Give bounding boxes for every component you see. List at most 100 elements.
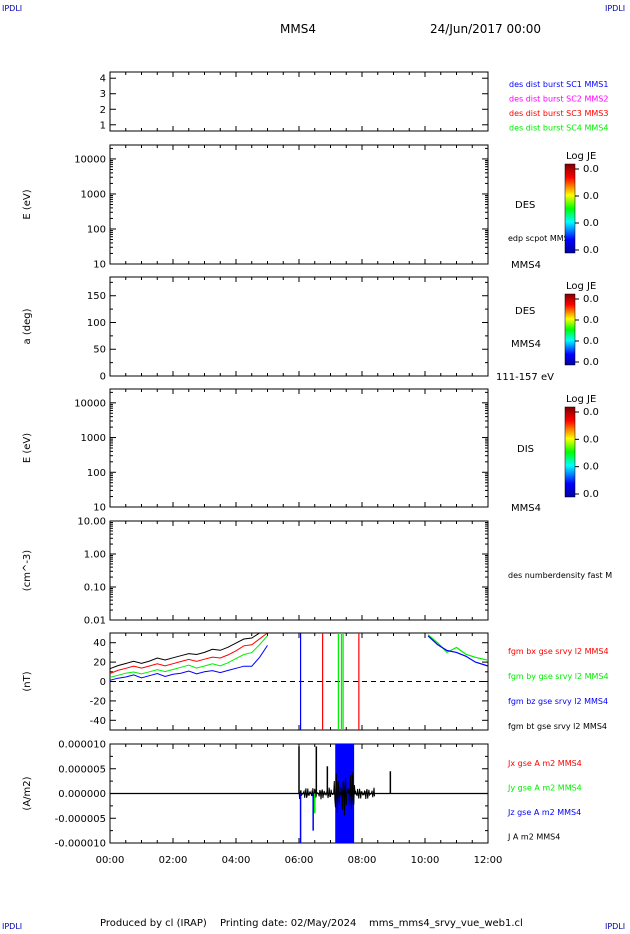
x-tick-label: 08:00 <box>348 855 377 866</box>
legend-entry: fgm bt gse srvy l2 MMS4 <box>508 722 607 731</box>
y-tick-label: -20 <box>90 696 106 707</box>
panel-frame-1 <box>109 71 489 132</box>
y-tick-label: 10000 <box>74 398 106 409</box>
y-tick-label: 3 <box>100 89 106 100</box>
series-line-bz <box>109 645 268 681</box>
colorbar-4 <box>564 406 576 498</box>
footer-produced: Produced by cl (IRAP) <box>100 918 207 929</box>
y-axis-label: E (eV) <box>22 433 33 463</box>
panel-frame-4 <box>109 388 489 508</box>
series-line-bx <box>109 632 268 674</box>
colorbar-2 <box>564 163 576 254</box>
y-tick-label: 150 <box>87 291 106 302</box>
panel-label-spacecraft: MMS4 <box>511 339 541 350</box>
y-axis-label: E (eV) <box>22 189 33 219</box>
colorbar-tick-label: 0.0 <box>583 164 599 175</box>
colorbar-tick-label: 0.0 <box>583 191 599 202</box>
y-axis-label: (nT) <box>22 671 33 691</box>
panel-frame-3 <box>109 276 489 377</box>
panel-frame-2 <box>109 144 489 265</box>
y-tick-label: 100 <box>87 224 106 235</box>
colorbar-tick-label: 0.0 <box>583 245 599 256</box>
x-tick-label: 10:00 <box>411 855 440 866</box>
legend-entry: Jx gse A m2 MMS4 <box>507 759 582 768</box>
colorbar-tick-label: 0.0 <box>583 489 599 500</box>
y-tick-label: 4 <box>100 74 106 85</box>
colorbar-tick-label: 0.0 <box>583 315 599 326</box>
panel-label-instrument: DES <box>515 306 535 317</box>
colorbar-title: Log JE <box>566 281 596 292</box>
colorbar-3 <box>564 293 576 366</box>
x-tick-label: 00:00 <box>96 855 125 866</box>
y-tick-label: 10000 <box>74 154 106 165</box>
corner-label-tl: IPDLI <box>2 4 23 13</box>
y-tick-label: 2 <box>100 105 106 116</box>
y-tick-label: -0.000010 <box>55 839 106 850</box>
legend-entry: des dist burst SC3 MMS3 <box>509 109 608 118</box>
y-tick-label: 10 <box>93 260 106 271</box>
panel-label-energy-range: 111-157 eV <box>496 372 554 383</box>
x-tick-label: 02:00 <box>159 855 188 866</box>
y-tick-label: 0.000005 <box>58 764 106 775</box>
plot-date: 24/Jun/2017 00:00 <box>430 22 542 36</box>
series-line-bt <box>109 632 268 670</box>
legend-entry: Jz gse A m2 MMS4 <box>507 808 581 817</box>
panel-frame-5 <box>109 520 489 621</box>
colorbar-title: Log JE <box>566 394 596 405</box>
y-tick-label: 40 <box>93 638 106 649</box>
y-tick-label: -40 <box>90 716 106 727</box>
legend-entry: fgm bx gse srvy l2 MMS4 <box>508 647 609 656</box>
y-tick-label: 1 <box>100 120 106 131</box>
y-axis-label: (A/m2) <box>22 776 33 810</box>
y-tick-label: -0.000005 <box>55 814 106 825</box>
y-tick-label: 1.00 <box>84 550 106 561</box>
y-axis-label: (cm^-3) <box>22 550 33 591</box>
y-tick-label: 0.000010 <box>58 740 106 751</box>
current-noise-line <box>298 772 376 816</box>
y-tick-label: 0.01 <box>84 616 106 627</box>
y-tick-label: 0.10 <box>84 583 106 594</box>
series-line-by <box>109 635 268 678</box>
legend-entry: J A m2 MMS4 <box>507 833 560 842</box>
corner-label-bl: IPDLI <box>2 922 23 931</box>
corner-label-br: IPDLI <box>605 922 626 931</box>
colorbar-tick-label: 0.0 <box>583 336 599 347</box>
legend-entry: Jy gse A m2 MMS4 <box>507 784 582 793</box>
panel-label-spacecraft: MMS4 <box>511 260 541 271</box>
panel-label-spacecraft: MMS4 <box>511 503 541 514</box>
late-series-line <box>427 634 489 661</box>
y-tick-label: 50 <box>93 345 106 356</box>
panel-label-instrument: DES <box>515 200 535 211</box>
legend-entry: fgm bz gse srvy l2 MMS4 <box>508 697 608 706</box>
footer-printing: Printing date: 02/May/2024 <box>220 918 357 929</box>
panel-label-instrument: DIS <box>517 444 534 455</box>
colorbar-tick-label: 0.0 <box>583 294 599 305</box>
colorbar-tick-label: 0.0 <box>583 434 599 445</box>
y-tick-label: 0.000000 <box>58 789 106 800</box>
y-tick-label: 100 <box>87 468 106 479</box>
footer-file: mms_mms4_srvy_vue_web1.cl <box>369 918 523 929</box>
y-tick-label: 100 <box>87 318 106 329</box>
x-tick-label: 12:00 <box>474 855 503 866</box>
y-tick-label: 0 <box>100 677 106 688</box>
colorbar-tick-label: 0.0 <box>583 407 599 418</box>
y-axis-label: a (deg) <box>22 308 33 344</box>
legend-entry: des dist burst SC4 MMS4 <box>509 124 608 133</box>
x-tick-label: 06:00 <box>285 855 314 866</box>
colorbar-tick-label: 0.0 <box>583 357 599 368</box>
x-tick-label: 04:00 <box>222 855 251 866</box>
y-tick-label: 10 <box>93 503 106 514</box>
colorbar-title: Log JE <box>566 151 596 162</box>
y-tick-label: 1000 <box>81 189 106 200</box>
legend-entry: des dist burst SC1 MMS1 <box>509 80 608 89</box>
late-series-line <box>427 635 489 667</box>
colorbar-tick-label: 0.0 <box>583 462 599 473</box>
corner-label-tr: IPDLI <box>605 4 626 13</box>
legend-entry: fgm by gse srvy l2 MMS4 <box>508 672 609 681</box>
y-tick-label: 20 <box>93 658 106 669</box>
panel-label-scpot: edp scpot MMS4 <box>508 234 574 243</box>
legend-entry: des numberdensity fast M <box>508 571 612 580</box>
y-tick-label: 1000 <box>81 433 106 444</box>
plot-title: MMS4 <box>280 22 316 36</box>
